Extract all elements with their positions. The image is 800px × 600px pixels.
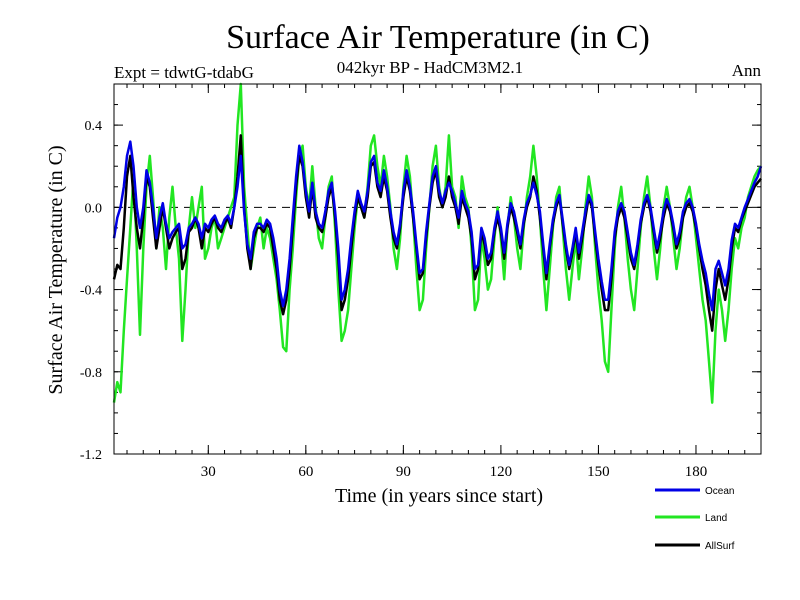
- y-tick-label: -1.2: [80, 448, 102, 463]
- plot-frame: [113, 83, 762, 455]
- x-tick-label: 180: [685, 464, 708, 480]
- x-tick-label: 90: [396, 464, 411, 480]
- x-tick-label: 30: [201, 464, 216, 480]
- season-label: Ann: [732, 61, 762, 80]
- series-lines: [112, 82, 763, 404]
- x-tick-label: 60: [298, 464, 313, 480]
- y-tick-label: -0.8: [80, 366, 102, 381]
- y-tick-label: 0.0: [85, 201, 103, 216]
- y-tick-label: -0.4: [80, 284, 102, 299]
- x-tick-label: 150: [587, 464, 610, 480]
- legend-label-land: Land: [705, 513, 727, 524]
- series-line-ocean: [112, 140, 763, 312]
- legend-label-allsurf: AllSurf: [705, 541, 735, 552]
- y-axis-ticks: -1.2 -0.8 -0.4 0.0 0.4: [80, 119, 761, 463]
- x-axis-label: Time (in years since start): [335, 485, 543, 507]
- y-tick-label: 0.4: [85, 119, 103, 134]
- legend: Ocean Land AllSurf: [655, 486, 735, 552]
- y-axis-label: Surface Air Temperature (in C): [45, 145, 67, 394]
- chart-subtitle: 042kyr BP - HadCM3M2.1: [337, 58, 523, 77]
- minor-ticks: [114, 83, 761, 455]
- chart-title: Surface Air Temperature (in C): [226, 19, 650, 56]
- series-line-land: [112, 82, 762, 404]
- x-tick-label: 120: [490, 464, 513, 480]
- plot-area: 30 60 90 120 150 180 -1.2 -0.8 -0.4 0.0 0.4: [80, 82, 763, 480]
- x-axis-ticks: 30 60 90 120 150 180: [201, 84, 707, 480]
- legend-label-ocean: Ocean: [705, 486, 734, 497]
- expt-label: Expt = tdwtG-tdabG: [114, 63, 254, 82]
